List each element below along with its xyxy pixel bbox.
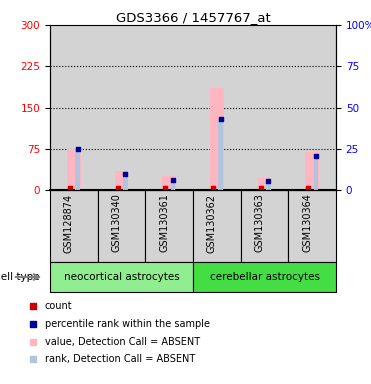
Text: value, Detection Call = ABSENT: value, Detection Call = ABSENT	[45, 337, 200, 347]
Bar	[145, 25, 193, 190]
Point	[67, 185, 73, 191]
Text: percentile rank within the sample: percentile rank within the sample	[45, 319, 210, 329]
Point	[170, 177, 176, 183]
Bar	[75, 149, 80, 190]
Point	[265, 177, 271, 184]
Bar	[50, 190, 98, 262]
Text: GSM130362: GSM130362	[207, 194, 217, 253]
Text: GSM130340: GSM130340	[112, 194, 121, 252]
Text: rank, Detection Call = ABSENT: rank, Detection Call = ABSENT	[45, 354, 195, 364]
Bar	[258, 178, 271, 190]
Point	[305, 185, 311, 191]
Bar	[210, 88, 223, 190]
Point	[75, 146, 81, 152]
Point	[210, 185, 216, 191]
Bar	[288, 25, 336, 190]
Bar	[241, 25, 288, 190]
Bar	[288, 190, 336, 262]
Bar	[115, 171, 128, 190]
Bar	[98, 25, 145, 190]
Bar	[193, 262, 336, 292]
Bar	[145, 190, 193, 262]
Bar	[67, 149, 81, 190]
Text: count: count	[45, 301, 72, 311]
Bar	[162, 176, 176, 190]
Title: GDS3366 / 1457767_at: GDS3366 / 1457767_at	[116, 11, 270, 24]
Point	[313, 153, 319, 159]
Bar	[193, 190, 241, 262]
Text: GSM130361: GSM130361	[159, 194, 169, 252]
Text: GSM128874: GSM128874	[64, 194, 74, 253]
Text: cerebellar astrocytes: cerebellar astrocytes	[210, 272, 319, 282]
Bar	[305, 152, 319, 190]
Point	[218, 116, 224, 122]
Point	[258, 185, 264, 191]
Text: GSM130363: GSM130363	[255, 194, 265, 252]
Text: neocortical astrocytes: neocortical astrocytes	[63, 272, 179, 282]
Point	[115, 185, 121, 191]
Bar	[171, 180, 175, 190]
Point	[122, 170, 128, 177]
Bar	[50, 262, 193, 292]
Text: cell type: cell type	[0, 272, 40, 282]
Text: GSM130364: GSM130364	[302, 194, 312, 252]
Point	[162, 185, 168, 191]
Bar	[241, 190, 288, 262]
Bar	[313, 156, 318, 190]
Bar	[193, 25, 241, 190]
Bar	[98, 190, 145, 262]
Bar	[50, 25, 98, 190]
Bar	[123, 174, 128, 190]
Bar	[218, 119, 223, 190]
Bar	[266, 180, 271, 190]
